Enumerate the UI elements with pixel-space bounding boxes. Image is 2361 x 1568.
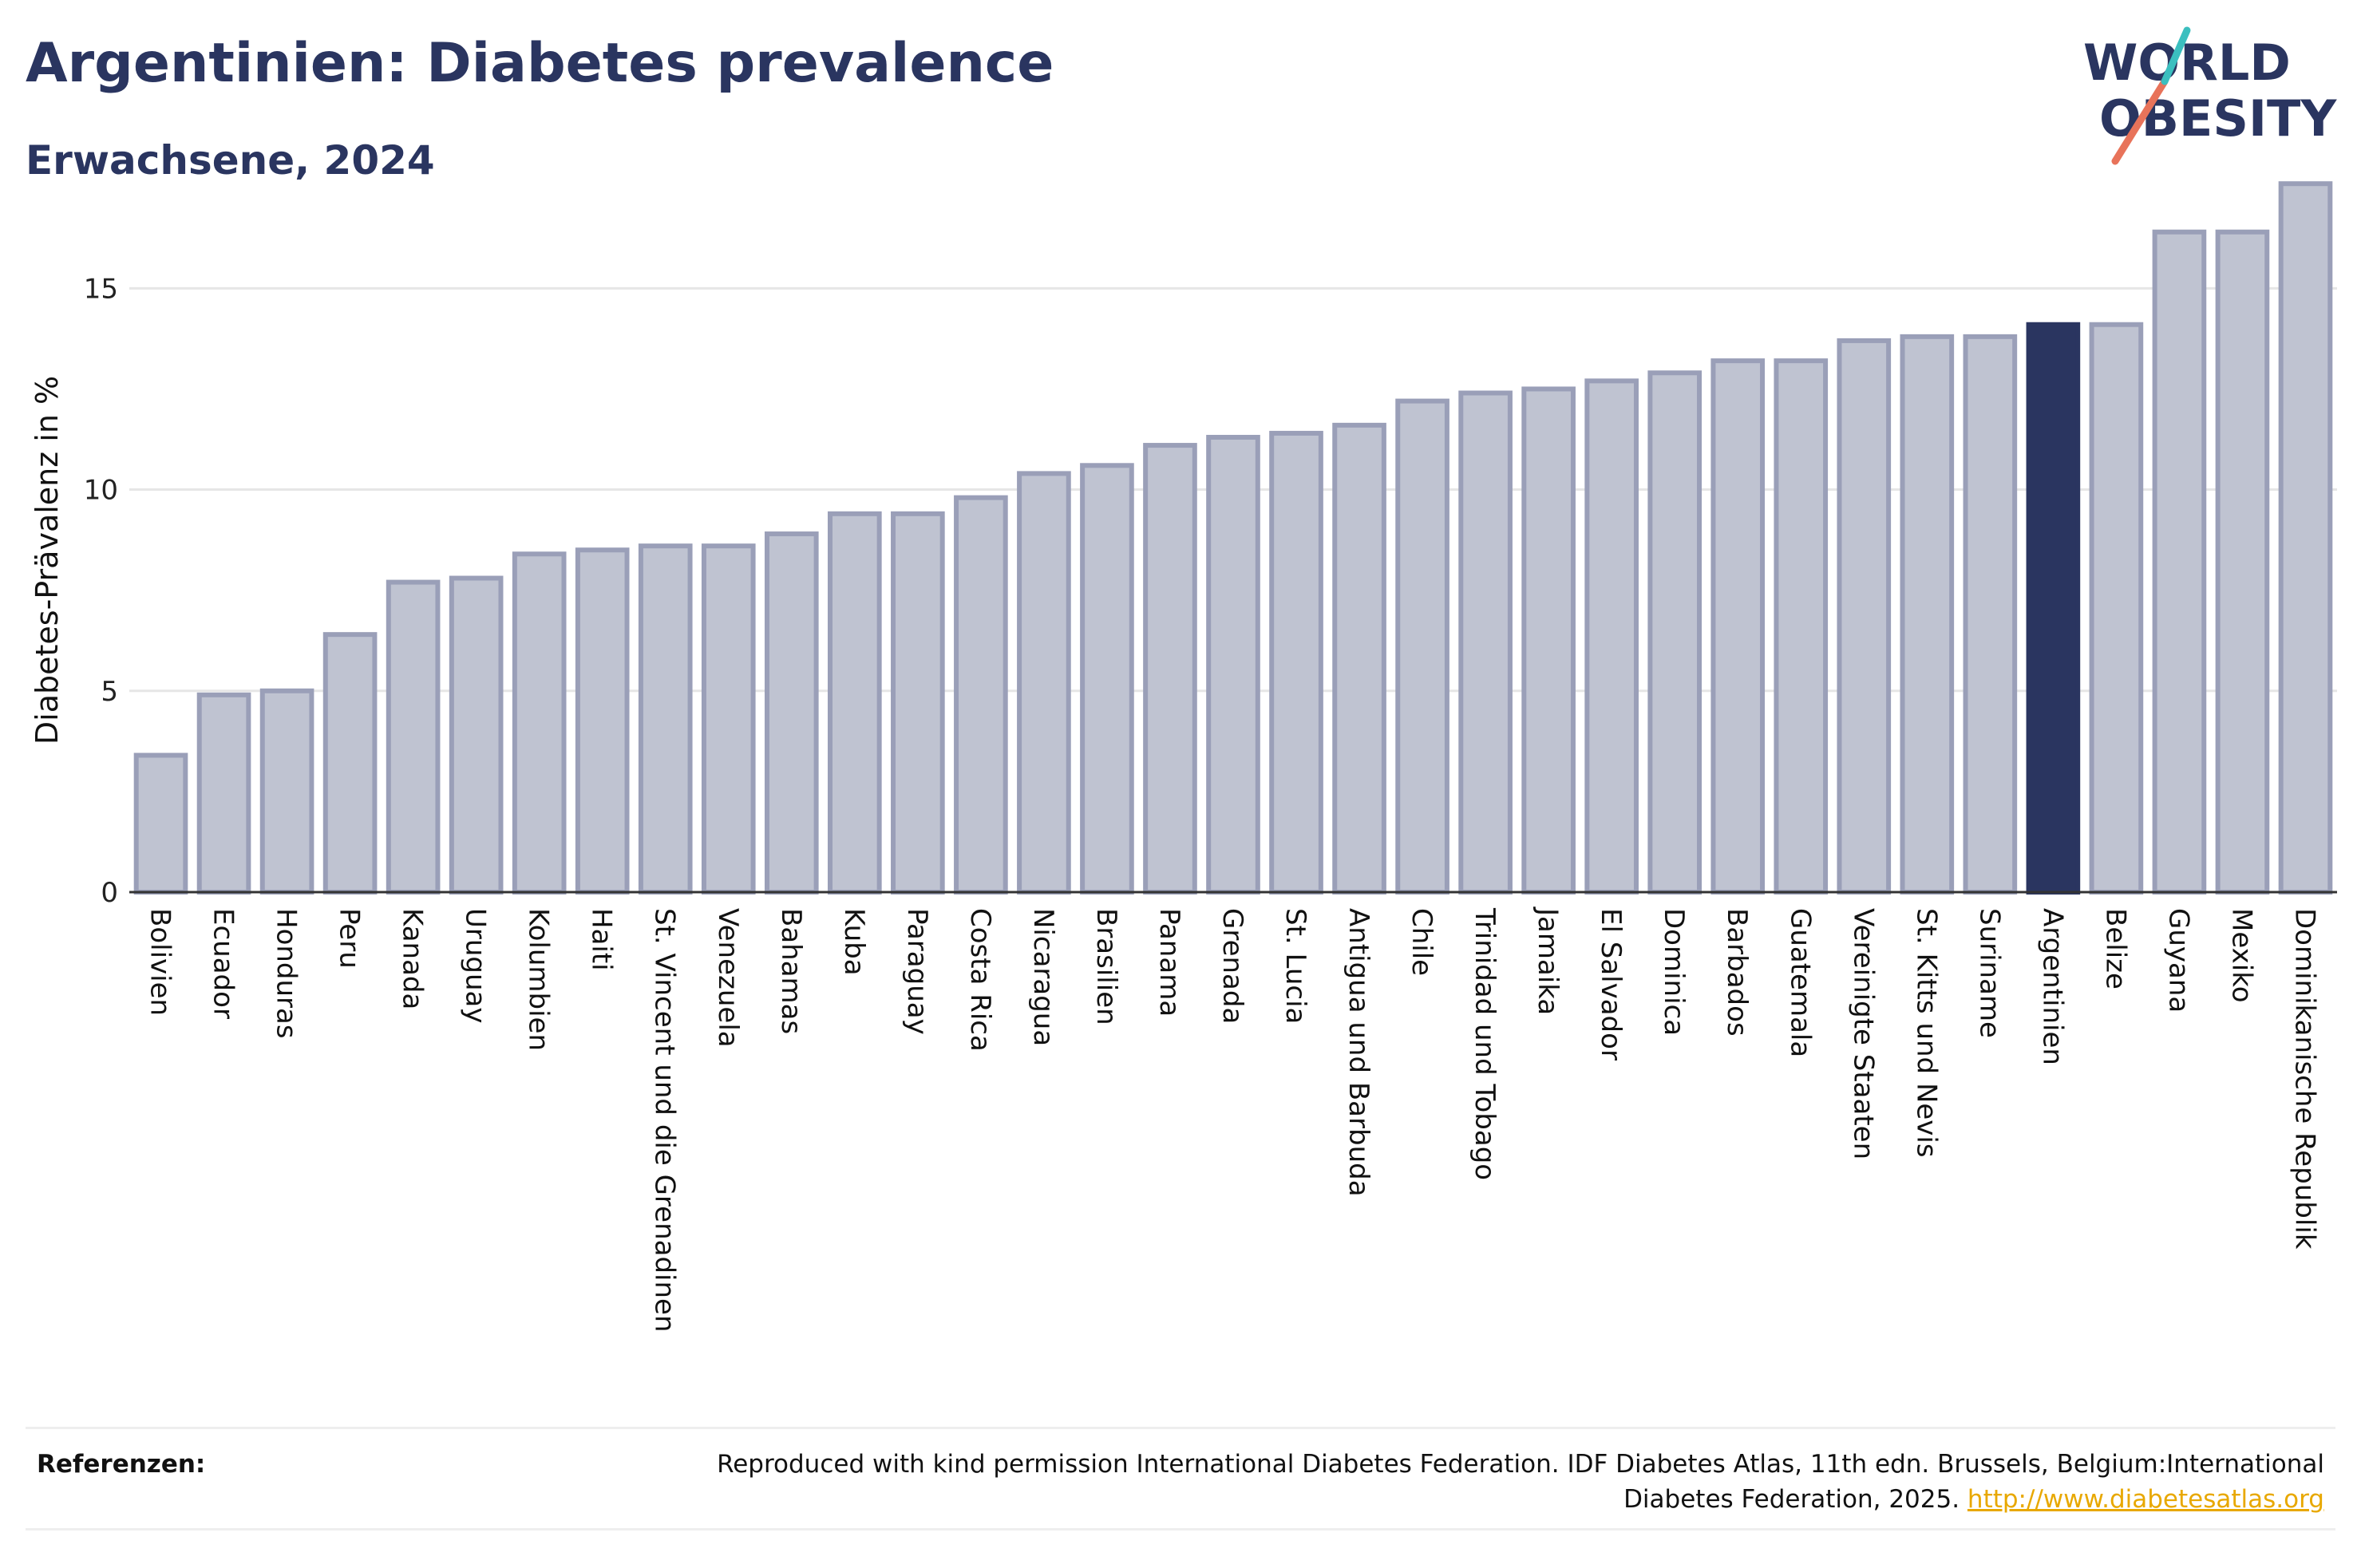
bar — [575, 547, 630, 895]
bar — [1900, 334, 1955, 895]
bar — [764, 531, 819, 895]
x-tick-label: Ecuador — [208, 908, 239, 1019]
y-tick-label: 0 — [101, 877, 118, 909]
y-tick-label: 15 — [84, 273, 118, 305]
x-tick-label: Venezuela — [712, 908, 744, 1048]
bar — [1521, 386, 1576, 895]
bar — [386, 579, 441, 895]
bar — [1774, 358, 1829, 895]
bar — [701, 543, 756, 895]
y-tick-label: 5 — [101, 676, 118, 708]
bar — [1269, 430, 1323, 895]
x-tick-label: Kolumbien — [523, 908, 555, 1051]
y-tick-label: 10 — [84, 475, 118, 507]
bar — [638, 543, 693, 895]
logo-slash-upper — [2161, 26, 2191, 85]
references-link[interactable]: http://www.diabetesatlas.org — [1967, 1485, 2324, 1514]
bar — [1963, 334, 2018, 895]
bar — [1710, 358, 1766, 895]
bar — [1458, 390, 1513, 895]
bar — [133, 752, 188, 895]
x-tick-label: Belize — [2099, 908, 2131, 989]
x-tick-label: St. Vincent und die Grenadinen — [649, 908, 681, 1333]
logo-line1: WORLD — [2083, 34, 2291, 92]
x-tick-label: St. Lucia — [1279, 908, 1311, 1024]
x-tick-label: Argentinien — [2036, 908, 2068, 1065]
bar-highlight — [2026, 322, 2081, 895]
x-tick-label: Grenada — [1216, 908, 1248, 1024]
references-footer: Referenzen: Reproduced with kind permiss… — [26, 1427, 2335, 1530]
x-tick-label: Dominikanische Republik — [2288, 908, 2320, 1250]
bar — [1584, 378, 1639, 895]
bar — [196, 692, 251, 895]
x-tick-label: Suriname — [1973, 908, 2005, 1038]
category-labels: Bolivien Ecuador Honduras Peru Kanada Uruguay… — [144, 906, 2321, 1333]
world-obesity-logo: WORLD OBESITY — [2083, 26, 2337, 165]
bar — [1143, 443, 1197, 895]
x-tick-label: El Salvador — [1595, 908, 1627, 1060]
x-tick-label: Haiti — [586, 908, 618, 971]
references-citation: Reproduced with kind permission Internat… — [717, 1450, 2324, 1514]
x-tick-label: Antigua und Barbuda — [1343, 908, 1374, 1197]
x-tick-label: Bolivien — [144, 908, 176, 1016]
bar — [828, 511, 882, 895]
bar — [512, 551, 567, 895]
logo-slash-lower — [2111, 77, 2169, 165]
axes: 0 5 10 15 — [84, 273, 2337, 909]
x-tick-label: Costa Rica — [964, 908, 996, 1052]
bar — [322, 632, 378, 895]
references-text: Reproduced with kind permission Internat… — [664, 1447, 2324, 1517]
bar — [2089, 322, 2144, 895]
x-tick-label: Bahamas — [775, 908, 807, 1034]
bar — [259, 688, 314, 895]
bar — [1332, 422, 1386, 895]
bar — [1395, 398, 1449, 895]
x-tick-label: Vereinigte Staaten — [1847, 908, 1879, 1159]
bar — [1647, 370, 1703, 895]
x-tick-label: Peru — [334, 908, 366, 969]
x-tick-label: Paraguay — [901, 908, 933, 1035]
bar — [1837, 338, 1892, 895]
bar — [2152, 229, 2207, 895]
bar — [1080, 463, 1134, 895]
x-tick-label: Kuba — [838, 908, 870, 976]
x-tick-label: Panama — [1153, 908, 1185, 1017]
bar — [2215, 229, 2270, 895]
x-tick-label: Brasilien — [1090, 908, 1122, 1025]
chart-subtitle: Erwachsene, 2024 — [26, 137, 435, 184]
x-tick-label: Uruguay — [460, 908, 492, 1024]
bar — [1206, 434, 1260, 895]
bar — [1017, 471, 1071, 895]
x-tick-label: Dominica — [1658, 908, 1690, 1036]
x-tick-label: Mexiko — [2225, 908, 2257, 1003]
references-label: Referenzen: — [37, 1450, 206, 1479]
x-tick-label: Kanada — [397, 908, 429, 1009]
bars — [133, 181, 2333, 895]
bar — [2278, 181, 2333, 895]
x-tick-label: Jamaika — [1532, 906, 1564, 1015]
x-tick-label: Honduras — [271, 908, 303, 1039]
x-tick-label: Nicaragua — [1027, 908, 1059, 1046]
x-tick-label: St. Kitts und Nevis — [1910, 908, 1942, 1158]
bar — [449, 575, 504, 895]
y-axis-label: Diabetes-Prävalenz in % — [30, 376, 65, 745]
x-tick-label: Guyana — [2162, 908, 2194, 1013]
bar — [891, 511, 945, 895]
x-tick-label: Chile — [1406, 908, 1438, 976]
x-tick-label: Trinidad und Tobago — [1469, 907, 1501, 1180]
bar-chart: 0 5 10 15 Bolivien Ecuador Honduras Peru Kanada… — [30, 181, 2337, 1333]
bar — [954, 495, 1008, 895]
x-tick-label: Barbados — [1721, 908, 1753, 1037]
x-tick-label: Guatemala — [1784, 908, 1816, 1057]
chart-title: Argentinien: Diabetes prevalence — [26, 32, 1054, 95]
